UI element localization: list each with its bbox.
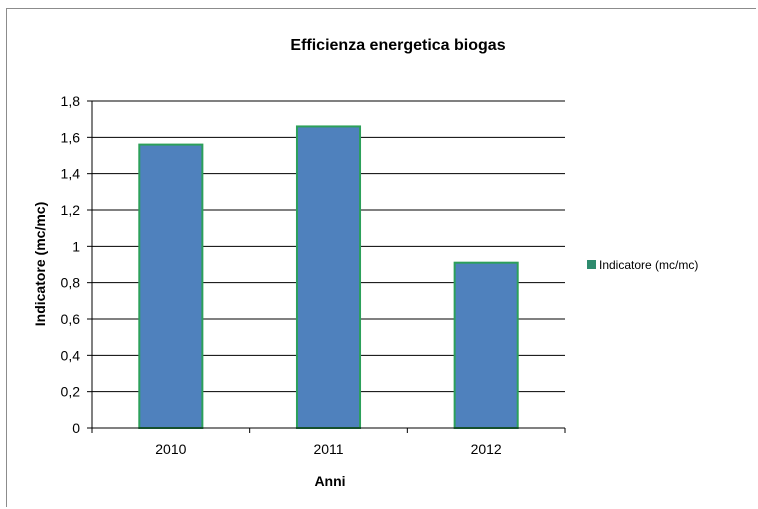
x-tick-labels: 2010 2011 2012	[155, 441, 502, 457]
y-tick-label: 1,2	[61, 202, 81, 218]
y-tick-label: 1,6	[61, 129, 81, 145]
y-tick-label: 0,6	[61, 311, 81, 327]
y-tick-label: 0	[72, 420, 80, 436]
x-tick-label: 2011	[313, 441, 343, 457]
y-tick-label: 1,4	[61, 166, 81, 182]
x-tick-label: 2010	[155, 441, 186, 457]
y-tick-label: 0,8	[61, 275, 81, 291]
axes	[91, 101, 566, 433]
bars	[138, 125, 519, 430]
bar-2010	[138, 143, 204, 429]
legend-label: Indicatore (mc/mc)	[599, 258, 698, 272]
y-tick-label: 0,2	[61, 384, 81, 400]
x-axis-title: Anni	[314, 473, 345, 489]
y-tick-label: 0,4	[61, 347, 81, 363]
y-tick-labels: 0 0,2 0,4 0,6 0,8 1 1,2 1,4 1,6 1,8	[61, 93, 81, 436]
y-axis-title: Indicatore (mc/mc)	[32, 202, 48, 326]
bar-2012	[453, 261, 519, 429]
legend: Indicatore (mc/mc)	[587, 258, 698, 272]
legend-marker	[587, 260, 596, 269]
chart-title: Efficienza energetica biogas	[290, 37, 505, 54]
y-tick-label: 1,8	[61, 93, 81, 109]
bar-2011	[295, 125, 362, 430]
y-tick-label: 1	[72, 238, 80, 254]
x-tick-label: 2012	[471, 441, 502, 457]
chart-frame	[6, 8, 756, 507]
